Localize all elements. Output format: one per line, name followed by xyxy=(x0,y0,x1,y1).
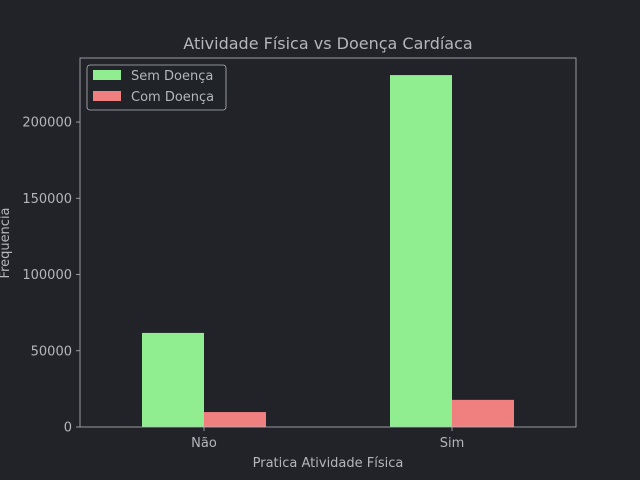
legend-swatch-com-doenca xyxy=(93,91,121,101)
y-tick-label: 200000 xyxy=(22,116,72,131)
legend-swatch-sem-doenca xyxy=(93,70,121,80)
legend-label-com-doenca: Com Doença xyxy=(131,90,214,105)
legend-label-sem-doenca: Sem Doença xyxy=(131,69,213,84)
x-tick-label: Sim xyxy=(440,436,465,451)
y-tick-label: 0 xyxy=(64,421,72,436)
y-tick-label: 100000 xyxy=(22,268,72,283)
bar-sem-doen-a-1 xyxy=(390,75,452,427)
y-axis: 0 50000 100000 150000 200000 xyxy=(22,116,80,436)
y-tick-label: 150000 xyxy=(22,192,72,207)
y-tick-label: 50000 xyxy=(31,344,72,359)
bars-layer xyxy=(142,75,514,427)
chart-title: Atividade Física vs Doença Cardíaca xyxy=(183,34,472,53)
x-axis-label: Pratica Atividade Física xyxy=(253,456,404,471)
x-tick-label: Não xyxy=(191,436,217,451)
x-axis: Não Sim xyxy=(191,427,464,451)
y-axis-label: Frequencia xyxy=(0,207,13,278)
bar-sem-doen-a-0 xyxy=(142,333,204,427)
bar-com-doen-a-0 xyxy=(204,412,266,427)
legend: Sem Doença Com Doença xyxy=(87,65,226,110)
bar-com-doen-a-1 xyxy=(452,400,514,427)
